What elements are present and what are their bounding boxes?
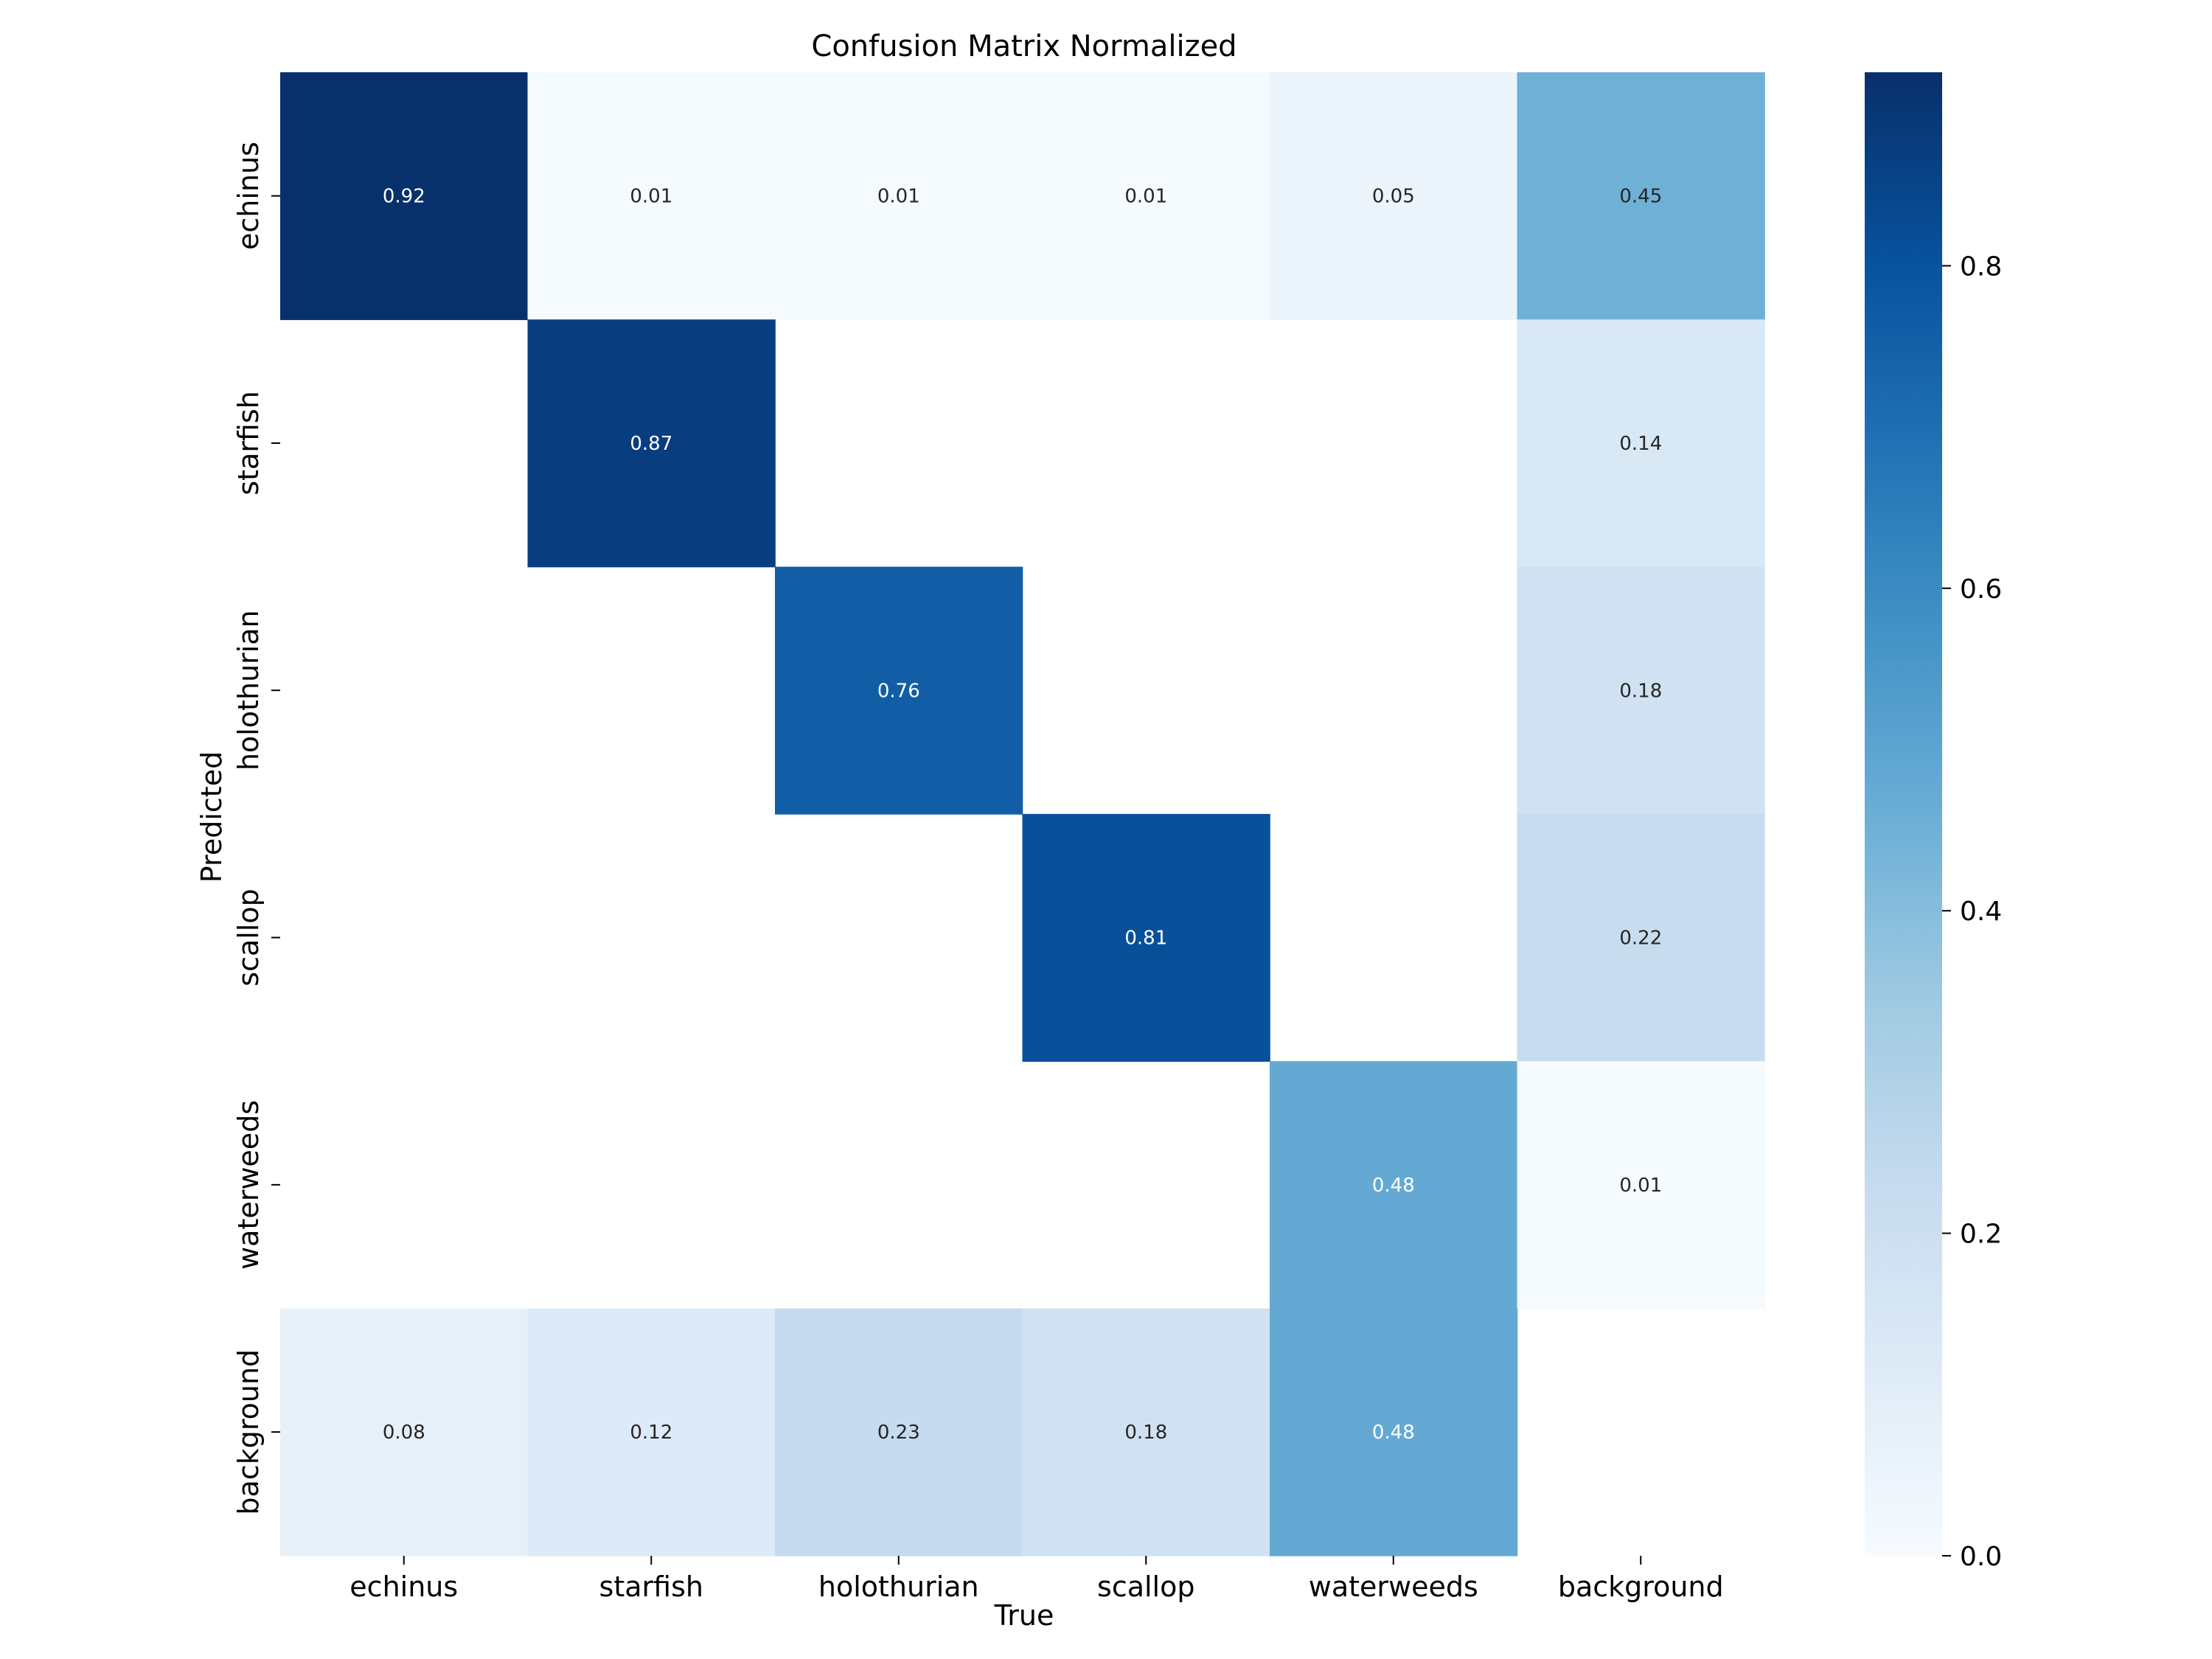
heatmap-cell (527, 1308, 776, 1557)
cell-value-label: 0.01 (1619, 1175, 1662, 1197)
heatmap-cell (280, 72, 529, 321)
heatmap-cell (1022, 813, 1270, 1062)
heatmap-cell (1022, 1308, 1270, 1557)
x-axis-ticks: echinus starfish holothurian scallop waterwe… (349, 1556, 1724, 1603)
heatmap-cell (1517, 813, 1765, 1062)
cell-value-label: 0.14 (1619, 433, 1662, 455)
y-tick-label: holothurian (232, 610, 265, 771)
cell-value-label: 0.81 (1124, 928, 1167, 950)
heatmap-cell (280, 1308, 529, 1557)
cell-value-label: 0.12 (630, 1422, 672, 1444)
heatmap-cell (775, 566, 1023, 815)
cell-value-label: 0.18 (1124, 1422, 1167, 1444)
heatmap-cell (527, 72, 776, 321)
heatmap-cell (1270, 1061, 1518, 1310)
colorbar-tick-label: 0.4 (1960, 897, 2002, 927)
heatmap-cell (1022, 72, 1270, 321)
y-tick-label: waterweeds (232, 1100, 265, 1270)
y-tick-label: scallop (232, 888, 265, 986)
heatmap-cell (1517, 566, 1765, 815)
cell-value-label: 0.92 (383, 186, 425, 208)
heatmap-cell (1517, 1061, 1765, 1310)
x-tick-label: holothurian (818, 1571, 979, 1603)
x-tick-label: starfish (599, 1571, 703, 1603)
cell-value-label: 0.08 (383, 1422, 425, 1444)
colorbar-tick-label: 0.8 (1960, 251, 2002, 282)
x-tick-label: echinus (349, 1571, 458, 1603)
colorbar-tick-label: 0.2 (1960, 1220, 2002, 1250)
colorbar-tick-label: 0.6 (1960, 574, 2002, 605)
cell-value-label: 0.22 (1619, 928, 1662, 950)
cell-value-label: 0.48 (1372, 1422, 1415, 1444)
cell-value-label: 0.18 (1619, 680, 1662, 702)
y-tick-label: starfish (232, 391, 265, 495)
y-axis-label: Predicted (195, 751, 228, 883)
x-tick-label: scallop (1097, 1571, 1194, 1603)
y-tick-label: background (232, 1349, 265, 1515)
heatmap-cells (280, 72, 1765, 1557)
x-tick-label: background (1558, 1571, 1724, 1603)
cell-value-label: 0.76 (877, 680, 920, 702)
heatmap-cell (775, 72, 1023, 321)
colorbar-ticks: 0.0 0.2 0.4 0.6 0.8 (1942, 251, 2002, 1572)
cell-value-label: 0.01 (877, 186, 920, 208)
heatmap-cell (1517, 72, 1765, 321)
chart-title: Confusion Matrix Normalized (811, 29, 1237, 63)
cell-value-label: 0.45 (1619, 186, 1662, 208)
heatmap-cell (775, 1308, 1023, 1557)
cell-value-label: 0.23 (877, 1422, 920, 1444)
heatmap-cell (527, 319, 776, 568)
x-axis-label: True (994, 1599, 1054, 1632)
cell-value-label: 0.01 (1124, 186, 1167, 208)
heatmap-cell (1270, 72, 1518, 321)
y-axis-ticks: echinus starfish holothurian scallop waterwe… (232, 142, 280, 1515)
colorbar (1865, 72, 1942, 1556)
heatmap-cell-labels: 0.92 0.01 0.01 0.01 0.05 0.45 0.87 0.14 0.76 0.18… (383, 186, 1662, 1444)
cell-value-label: 0.48 (1372, 1175, 1415, 1197)
cell-value-label: 0.05 (1372, 186, 1415, 208)
heatmap-cell (1270, 1308, 1518, 1557)
heatmap-cell (1517, 319, 1765, 568)
cell-value-label: 0.87 (630, 433, 672, 455)
x-tick-label: waterweeds (1309, 1571, 1478, 1603)
cell-value-label: 0.01 (630, 186, 672, 208)
y-tick-label: echinus (232, 142, 265, 250)
colorbar-tick-label: 0.0 (1960, 1542, 2002, 1572)
